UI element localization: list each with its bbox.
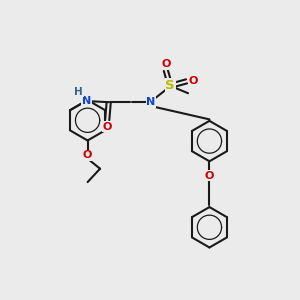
Text: N: N	[146, 97, 155, 107]
Text: H: H	[74, 87, 83, 97]
Text: S: S	[165, 79, 175, 92]
Text: N: N	[82, 96, 91, 106]
Text: O: O	[103, 122, 112, 131]
Text: O: O	[188, 76, 198, 86]
Text: O: O	[83, 150, 92, 160]
Text: O: O	[205, 171, 214, 181]
Text: O: O	[161, 59, 170, 69]
